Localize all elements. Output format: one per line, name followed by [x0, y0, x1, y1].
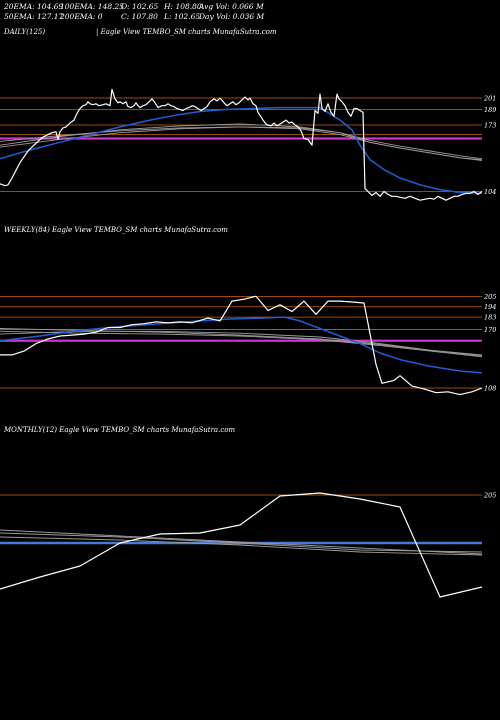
level-label: 183 [484, 314, 496, 322]
ema-grey-line [0, 126, 483, 161]
level-label: 189 [484, 106, 496, 114]
ema-grey-line [0, 328, 483, 356]
monthly-panel-title: MONTHLY(12) Eagle View TEMBO_SM charts M… [4, 426, 235, 434]
ema-grey-line [0, 330, 483, 358]
ema-grey-line [0, 126, 483, 160]
open-label: O: 102.65 [121, 2, 159, 11]
daily-title: DAILY(125) [4, 28, 46, 36]
level-label: 104 [484, 188, 496, 196]
day-vol-label: Day Vol: 0.036 M [199, 12, 265, 21]
level-label: 173 [484, 121, 496, 129]
low-label: L: 102.65 [164, 12, 201, 21]
ema-grey-line [0, 536, 483, 556]
daily-panel-title: DAILY(125) | Eagle View TEMBO_SM charts … [4, 28, 276, 36]
ema100-label: 100EMA: 148.25 [60, 2, 125, 11]
level-label: 170 [484, 326, 496, 334]
level-label: 108 [484, 384, 496, 392]
monthly-title: MONTHLY(12) Eagle View TEMBO_SM charts M… [4, 426, 236, 434]
price-line [0, 295, 483, 396]
price-line [0, 492, 483, 598]
weekly-title: WEEKLY(84) Eagle View TEMBO_SM charts Mu… [4, 226, 228, 234]
ema20-label: 20EMA: 104.69 [4, 2, 64, 11]
price-line [0, 88, 483, 201]
level-label: 205 [483, 492, 496, 500]
ema50-label: 50EMA: 127.17 [4, 12, 64, 21]
level-label: 194 [484, 303, 496, 311]
ema-grey-line [0, 529, 483, 555]
avg-vol-label: Avg Vol: 0.066 M [199, 2, 264, 11]
ema200-label: 200EMA: 0 [60, 12, 103, 21]
level-label: 205 [483, 293, 496, 301]
weekly-panel-title: WEEKLY(84) Eagle View TEMBO_SM charts Mu… [4, 226, 228, 234]
close-label: C: 107.80 [121, 12, 158, 21]
high-label: H: 108.80 [164, 2, 202, 11]
daily-source: | Eagle View TEMBO_SM charts MunafaSutra… [96, 28, 277, 36]
ema-grey-line [0, 532, 483, 553]
ema-blue-line [0, 106, 483, 195]
level-label: 201 [483, 94, 496, 102]
